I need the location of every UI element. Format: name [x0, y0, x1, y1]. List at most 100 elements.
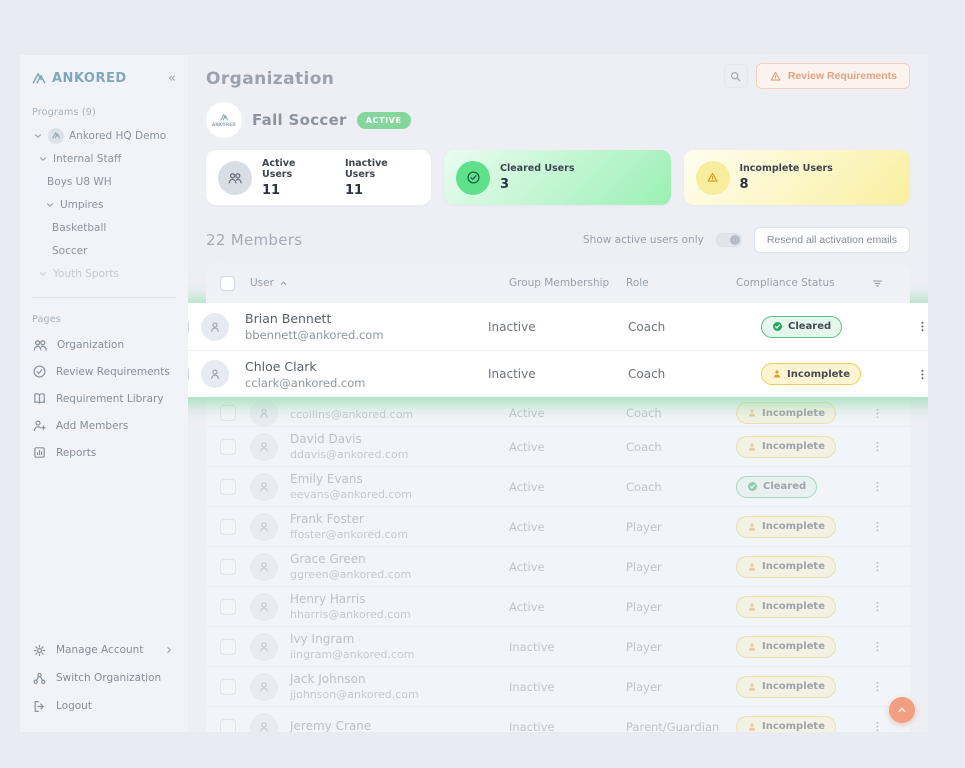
person-icon: [257, 520, 271, 534]
row-menu-button[interactable]: [871, 640, 884, 653]
member-table-row[interactable]: Henry Harris hharris@ankored.com Active …: [206, 587, 910, 627]
row-menu-button[interactable]: [871, 600, 884, 613]
tree-item-label: Ankored HQ Demo: [69, 129, 167, 142]
program-tree-item[interactable]: Soccer: [20, 239, 188, 262]
compliance-status-badge: Incomplete: [736, 715, 836, 732]
row-menu-button[interactable]: [871, 680, 884, 693]
member-name: Frank Foster: [290, 512, 364, 526]
show-active-users-toggle[interactable]: [715, 233, 742, 247]
member-name: David Davis: [290, 432, 362, 446]
highlighted-member-row[interactable]: Chloe Clark cclark@ankored.com Inactive …: [188, 350, 928, 397]
member-table-row[interactable]: Jeremy Crane Inactive Parent/Guardian In…: [206, 707, 910, 732]
program-tree-item[interactable]: Youth Sports: [20, 262, 188, 285]
row-menu-button[interactable]: [871, 560, 884, 573]
tree-item-label: Youth Sports: [53, 267, 119, 280]
select-all-checkbox[interactable]: [220, 275, 235, 291]
member-table-row[interactable]: Grace Green ggreen@ankored.com Active Pl…: [206, 547, 910, 587]
role-cell: Player: [626, 679, 662, 694]
membership-cell: Inactive: [509, 719, 555, 733]
member-table-row[interactable]: David Davis ddavis@ankored.com Active Co…: [206, 427, 910, 467]
row-checkbox[interactable]: [220, 478, 236, 495]
avatar: [250, 632, 278, 661]
program-tree-item[interactable]: Basketball: [20, 216, 188, 239]
sidebar-page-item[interactable]: Organization: [20, 331, 188, 358]
compliance-status-badge: Cleared: [761, 315, 843, 338]
row-checkbox[interactable]: [220, 598, 236, 615]
sort-ascending-icon[interactable]: [279, 279, 288, 288]
members-table: User Group Membership Role Compliance St…: [188, 263, 928, 732]
review-requirements-button[interactable]: Review Requirements: [755, 63, 910, 89]
sidebar-item-label: Manage Account: [56, 644, 144, 656]
row-checkbox[interactable]: [220, 678, 236, 695]
table-body: ccollins@ankored.com Active Coach Incomp…: [188, 303, 928, 732]
sidebar-footer: Manage Account Switch Organization Logou…: [20, 636, 188, 732]
inactive-users-label: Inactive Users: [344, 157, 388, 180]
member-table-row[interactable]: Jack Johnson jjohnson@ankored.com Inacti…: [206, 667, 910, 707]
row-checkbox[interactable]: [220, 518, 236, 535]
ankored-mark-icon: [32, 71, 47, 86]
role-cell: Player: [626, 599, 662, 614]
sidebar-page-item[interactable]: Reports: [20, 439, 188, 466]
row-checkbox[interactable]: [220, 438, 236, 455]
column-user[interactable]: User: [250, 277, 274, 289]
compliance-status-badge: Incomplete: [736, 515, 836, 538]
member-table-row[interactable]: Ivy Ingram iingram@ankored.com Inactive …: [206, 627, 910, 667]
row-checkbox[interactable]: [220, 558, 236, 575]
row-checkbox[interactable]: [220, 638, 236, 655]
sidebar-item-label: Logout: [56, 700, 92, 712]
gear-icon: [32, 643, 47, 658]
row-checkbox[interactable]: [220, 405, 236, 421]
scroll-to-top-button[interactable]: [889, 697, 915, 723]
sidebar-collapse-button[interactable]: «: [168, 70, 176, 86]
program-tree-item[interactable]: Umpires: [20, 193, 188, 216]
filter-icon[interactable]: [871, 277, 884, 290]
person-badge-icon: [772, 369, 782, 379]
sidebar-footer-item[interactable]: Logout: [20, 692, 188, 720]
program-tree-item[interactable]: Boys U8 WH: [20, 170, 188, 193]
sidebar-page-item[interactable]: Add Members: [20, 412, 188, 439]
member-table-row[interactable]: Emily Evans eevans@ankored.com Active Co…: [206, 467, 910, 507]
role-cell: Parent/Guardian: [626, 719, 720, 733]
resend-activation-emails-button[interactable]: Resend all activation emails: [753, 227, 910, 253]
incomplete-users-label: Incomplete Users: [739, 163, 833, 174]
role-cell: Player: [626, 519, 662, 534]
highlighted-member-row[interactable]: Brian Bennett bbennett@ankored.com Inact…: [188, 303, 928, 350]
org-avatar: [48, 127, 64, 144]
sidebar-item-label: Add Members: [56, 419, 129, 432]
row-menu-button[interactable]: [871, 407, 884, 420]
program-tree-item[interactable]: Ankored HQ Demo: [20, 124, 188, 147]
row-checkbox[interactable]: [188, 366, 189, 382]
sidebar-footer-item[interactable]: Manage Account: [20, 636, 188, 664]
row-menu-button[interactable]: [871, 480, 884, 493]
users-icon: [32, 337, 48, 353]
sidebar-page-item[interactable]: Requirement Library: [20, 385, 188, 412]
member-email: iingram@ankored.com: [290, 648, 415, 661]
column-group-membership[interactable]: Group Membership: [509, 277, 610, 289]
person-badge-icon: [747, 722, 757, 732]
column-compliance-status[interactable]: Compliance Status: [736, 277, 835, 289]
member-email: hharris@ankored.com: [290, 608, 411, 621]
member-email: jjohnson@ankored.com: [290, 688, 419, 701]
row-menu-button[interactable]: [871, 720, 884, 732]
program-tree-item[interactable]: Internal Staff: [20, 147, 188, 170]
role-cell: Coach: [628, 319, 666, 334]
cleared-users-label: Cleared Users: [500, 163, 575, 174]
program-avatar: ANKORED: [206, 102, 242, 138]
membership-cell: Active: [509, 559, 545, 574]
column-role[interactable]: Role: [626, 277, 649, 289]
row-menu-button[interactable]: [916, 368, 928, 381]
row-menu-button[interactable]: [916, 320, 928, 333]
sidebar-item-label: Requirement Library: [56, 392, 164, 405]
chevron-down-icon: [38, 269, 48, 279]
search-button[interactable]: [723, 64, 748, 88]
member-table-row[interactable]: ccollins@ankored.com Active Coach Incomp…: [206, 399, 910, 427]
row-checkbox[interactable]: [220, 718, 236, 732]
row-menu-button[interactable]: [871, 440, 884, 453]
sidebar-page-item[interactable]: Review Requirements: [20, 358, 188, 385]
sidebar-footer-item[interactable]: Switch Organization: [20, 664, 188, 692]
row-checkbox[interactable]: [188, 318, 189, 335]
toggle-knob: [729, 235, 740, 245]
person-icon: [208, 320, 222, 334]
row-menu-button[interactable]: [871, 520, 884, 533]
member-table-row[interactable]: Frank Foster ffoster@ankored.com Active …: [206, 507, 910, 547]
